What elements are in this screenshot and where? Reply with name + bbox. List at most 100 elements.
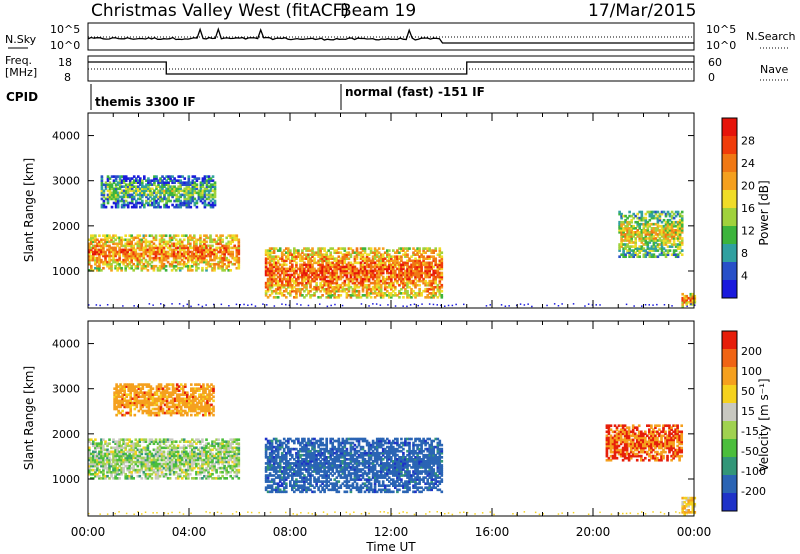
heatmap-cell (666, 229, 670, 232)
heatmap-cell (392, 289, 395, 293)
heatmap-cell (108, 442, 111, 446)
heatmap-cell (335, 251, 339, 255)
heatmap-cell (193, 458, 196, 462)
heatmap-cell (199, 260, 202, 264)
heatmap-cell (116, 183, 120, 187)
heatmap-cell (666, 220, 670, 224)
heatmap-cell (179, 181, 183, 185)
heatmap-cell (630, 255, 634, 259)
heatmap-cell (428, 267, 432, 271)
heatmap-cell (693, 299, 697, 302)
heatmap-cell (377, 289, 381, 293)
heatmap-cell (164, 474, 168, 478)
heatmap-cell (115, 389, 118, 393)
heatmap-cell (217, 462, 220, 466)
heatmap-cell (149, 401, 153, 405)
heatmap-cell (189, 440, 192, 444)
heatmap-cell (392, 249, 395, 252)
heatmap-cell (285, 263, 288, 267)
heatmap-cell (148, 438, 152, 442)
heatmap-cell (349, 294, 353, 297)
heatmap-cell (195, 191, 199, 195)
heatmap-cell (144, 462, 148, 466)
heatmap-cell (400, 263, 403, 267)
heatmap-cell (359, 263, 363, 267)
heatmap-cell (674, 210, 678, 214)
heatmap-cell (147, 385, 151, 388)
heatmap-cell (219, 248, 222, 252)
heatmap-cell (129, 389, 133, 393)
heatmap-cell (153, 197, 156, 201)
heatmap-cell (440, 273, 444, 277)
heatmap-cell (229, 446, 233, 450)
heatmap-cell (118, 195, 122, 199)
heatmap-cell (233, 450, 237, 454)
cpid-mode-2: normal (fast) -151 IF (345, 85, 485, 99)
heatmap-cell (345, 283, 349, 287)
heatmap-cell (141, 183, 144, 187)
heatmap-cell (140, 244, 144, 248)
heatmap-cell (225, 466, 229, 470)
heatmap-cell (396, 267, 399, 271)
heatmap-cell (347, 294, 351, 297)
heatmap-cell (176, 240, 180, 244)
heatmap-cell (553, 303, 556, 305)
heatmap-cell (303, 247, 306, 250)
heatmap-cell (172, 456, 176, 460)
heatmap-cell (165, 203, 168, 207)
heatmap-cell (209, 256, 212, 260)
heatmap-cell (303, 289, 306, 293)
heatmap-cell (201, 181, 205, 185)
heatmap-cell (303, 271, 306, 275)
heatmap-cell (139, 401, 143, 405)
heatmap-cell (177, 199, 181, 203)
heatmap-cell (209, 458, 212, 462)
heatmap-cell (408, 294, 411, 297)
heatmap-cell (185, 234, 188, 238)
heatmap-cell (88, 446, 91, 450)
heatmap-cell (371, 292, 375, 295)
heatmap-cell (176, 474, 180, 478)
heatmap-cell (440, 277, 444, 281)
heatmap-cell (134, 248, 138, 252)
heatmap-cell (644, 224, 648, 228)
heatmap-cell (195, 179, 199, 183)
heatmap-cell (365, 263, 369, 267)
heatmap-cell (678, 218, 682, 222)
heatmap-cell (301, 265, 304, 269)
heatmap-cell (416, 267, 419, 271)
heatmap-cell (146, 260, 150, 264)
heatmap-cell (333, 289, 337, 293)
heatmap-cell (114, 458, 117, 462)
heatmap-cell (152, 442, 156, 446)
heatmap-cell (169, 187, 172, 191)
heatmap-cell (122, 175, 126, 178)
heatmap-cell (369, 273, 373, 277)
heatmap-cell (396, 273, 399, 277)
heatmap-cell (114, 187, 118, 191)
heatmap-cell (166, 252, 170, 256)
heatmap-cell (424, 271, 427, 275)
heatmap-cell (106, 195, 110, 199)
heatmap-cell (181, 193, 185, 197)
heatmap-cell (197, 448, 200, 452)
heatmap-cell (154, 466, 158, 470)
heatmap-cell (161, 181, 164, 185)
heatmap-cell (363, 269, 367, 273)
heatmap-cell (125, 385, 129, 388)
heatmap-cell (213, 183, 217, 187)
heatmap-cell (116, 460, 119, 464)
velocity-heatmap (88, 383, 697, 516)
heatmap-cell (225, 442, 229, 446)
heatmap-cell (404, 273, 407, 277)
heatmap-cell (335, 249, 339, 252)
heatmap-cell (394, 279, 397, 283)
heatmap-cell (108, 254, 111, 258)
heatmap-cell (138, 438, 142, 442)
heatmap-cell (326, 305, 329, 308)
heatmap-cell (138, 244, 142, 248)
heatmap-cell (172, 266, 176, 270)
heatmap-cell (146, 254, 150, 258)
heatmap-cell (182, 262, 186, 266)
heatmap-cell (102, 203, 106, 207)
